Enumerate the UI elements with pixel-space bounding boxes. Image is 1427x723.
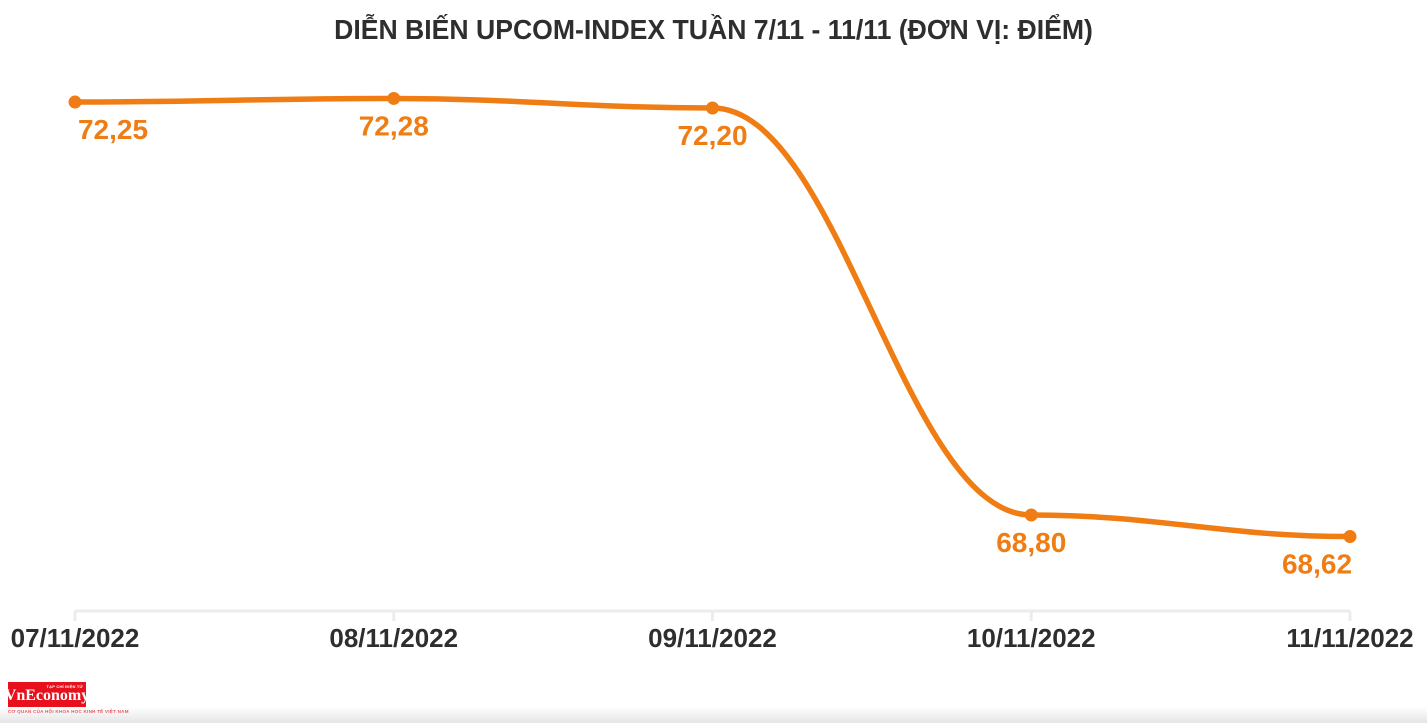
data-point-label-3: 68,80 <box>996 527 1066 558</box>
x-axis-label-0: 07/11/2022 <box>11 623 140 653</box>
vneconomy-logo-toptext: TẠP CHÍ ĐIỆN TỬ <box>46 684 83 689</box>
data-point-label-1: 72,28 <box>359 110 429 141</box>
data-point-1 <box>387 91 401 105</box>
index-line-series <box>72 95 1353 540</box>
vneconomy-logo: TẠP CHÍ ĐIỆN TỬ VnEconomy CƠ QUAN CỦA HỘ… <box>4 682 208 714</box>
bottom-gradient <box>0 707 1427 723</box>
data-point-4 <box>1343 530 1357 544</box>
data-point-label-4: 68,62 <box>1282 549 1352 580</box>
x-axis-label-2: 09/11/2022 <box>648 623 777 653</box>
data-point-3 <box>1024 508 1038 522</box>
vneconomy-logo-box: TẠP CHÍ ĐIỆN TỬ VnEconomy <box>4 682 90 707</box>
vneconomy-logo-name: VnEconomy <box>4 687 90 704</box>
x-axis-label-1: 08/11/2022 <box>329 623 458 653</box>
x-axis-label-3: 10/11/2022 <box>967 623 1096 653</box>
data-point-label-2: 72,20 <box>677 120 747 151</box>
chart-title: DIỄN BIẾN UPCOM-INDEX TUẦN 7/11 - 11/11 … <box>334 14 1093 45</box>
data-point-0 <box>68 95 82 109</box>
data-point-2 <box>706 101 719 115</box>
data-point-label-0: 72,25 <box>78 114 148 145</box>
x-axis-label-4: 11/11/2022 <box>1286 623 1413 653</box>
